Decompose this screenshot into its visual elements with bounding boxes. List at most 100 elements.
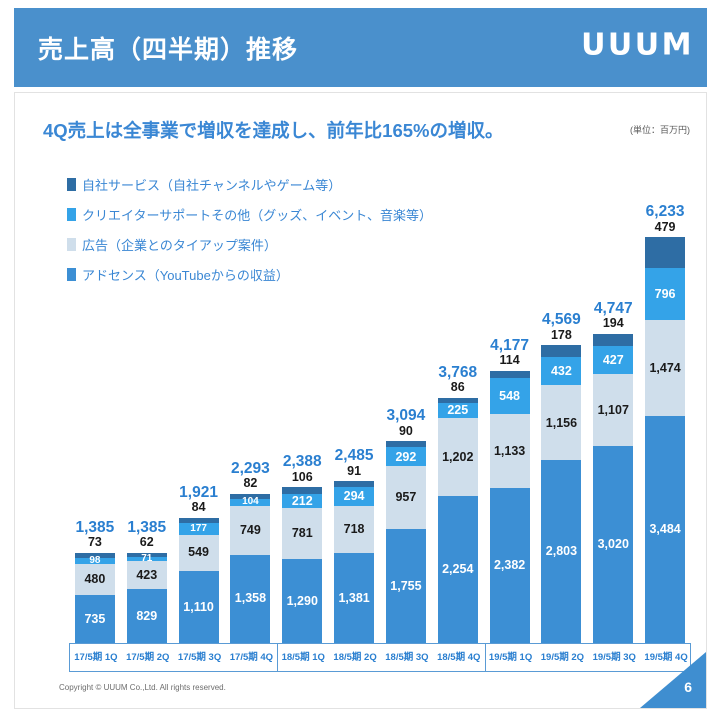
bar-segment[interactable]: 718 bbox=[334, 506, 375, 553]
bar-segment[interactable]: 106 bbox=[282, 471, 323, 495]
bar-segment[interactable]: 549 bbox=[178, 534, 219, 571]
bar-segment-value: 1,290 bbox=[286, 593, 318, 608]
bar-segment-value: 1,156 bbox=[545, 415, 578, 430]
bar-total-label: 2,293 bbox=[231, 459, 270, 477]
bar-segment[interactable]: 91 bbox=[334, 465, 375, 488]
bar-segment[interactable]: 292 bbox=[385, 447, 426, 467]
bar-segment-value: 90 bbox=[398, 423, 413, 438]
legend-item-label: クリエイターサポートその他（グッズ、イベント、音楽等） bbox=[82, 207, 432, 223]
bar-segment-value: 294 bbox=[343, 489, 365, 504]
bar-segment[interactable]: 427 bbox=[593, 346, 634, 375]
bar-segment-value: 479 bbox=[654, 219, 676, 234]
bar-segment[interactable]: 479 bbox=[645, 220, 686, 269]
bar-stack: 178 432 1,156 2,803 bbox=[541, 329, 582, 643]
bar-segment-value: 73 bbox=[87, 535, 102, 550]
bar-segment[interactable]: 548 bbox=[489, 378, 530, 415]
x-axis-tick-label: 17/5期 1Q bbox=[74, 652, 118, 663]
bar-segment[interactable]: 104 bbox=[230, 496, 271, 508]
bar-segment-value: 718 bbox=[343, 522, 365, 537]
x-axis-tick-label: 18/5期 4Q bbox=[437, 652, 481, 663]
legend-item-creator_support: クリエイターサポートその他（グッズ、イベント、音楽等） bbox=[67, 199, 432, 229]
bar-segment[interactable]: 735 bbox=[74, 595, 115, 644]
bar-segment-value: 71 bbox=[141, 553, 153, 565]
bar-segment-value: 1,110 bbox=[183, 599, 214, 614]
bar-segment[interactable]: 84 bbox=[178, 501, 219, 524]
bar-total-label: 3,094 bbox=[386, 407, 426, 425]
bar-segment[interactable]: 1,156 bbox=[541, 385, 582, 461]
bar-segment[interactable]: 212 bbox=[282, 493, 323, 509]
bar-segment[interactable]: 1,755 bbox=[385, 528, 426, 643]
unit-note: (単位：百万円) bbox=[630, 125, 690, 135]
bar-segment[interactable]: 225 bbox=[437, 403, 478, 418]
x-axis-tick-label: 17/5期 2Q bbox=[126, 652, 170, 663]
x-axis-line bbox=[69, 643, 691, 644]
bar-segment[interactable]: 749 bbox=[230, 505, 271, 555]
bar-segment[interactable]: 829 bbox=[126, 588, 167, 643]
bar-stack: 194 427 1,107 3,020 bbox=[593, 317, 634, 644]
x-axis-tick-label: 19/5期 1Q bbox=[488, 652, 533, 663]
bar-segment[interactable]: 796 bbox=[645, 268, 686, 321]
x-axis-tick-label: 17/5期 3Q bbox=[177, 652, 222, 663]
bar-segment[interactable]: 114 bbox=[489, 354, 530, 379]
bar-segment[interactable]: 2,254 bbox=[437, 496, 478, 643]
slide-body: 4Q売上は全事業で増収を達成し、前年比165%の増収。 (単位：百万円) 自社サ… bbox=[14, 92, 707, 709]
bar-segment-value: 1,474 bbox=[649, 360, 681, 375]
bar-segment-value: 84 bbox=[191, 500, 206, 515]
bar-segment-value: 91 bbox=[347, 463, 362, 478]
bar-stack: 86 225 1,202 2,254 bbox=[437, 381, 478, 643]
bar-segment[interactable]: 71 bbox=[126, 553, 167, 565]
bar-segment[interactable]: 957 bbox=[385, 466, 426, 529]
bar-segment-value: 1,202 bbox=[442, 449, 474, 464]
bar-segment-value: 1,133 bbox=[493, 443, 526, 458]
bar-segment[interactable]: 1,381 bbox=[334, 552, 375, 643]
bar-segment[interactable]: 1,474 bbox=[645, 320, 686, 417]
bar-segment[interactable]: 1,110 bbox=[178, 570, 219, 643]
bar-segment-value: 104 bbox=[242, 496, 259, 508]
bar-segment[interactable]: 177 bbox=[178, 523, 219, 535]
bar-segment[interactable]: 82 bbox=[230, 477, 271, 499]
x-axis-fiscal-divider bbox=[277, 644, 279, 672]
bar-segment[interactable]: 1,290 bbox=[282, 559, 323, 643]
bar-segment-value: 225 bbox=[447, 403, 469, 418]
uuum-logo: UUUM bbox=[581, 27, 694, 63]
bar-segment-value: 86 bbox=[450, 380, 465, 395]
legend-item-label: 広告（企業とのタイアップ案件） bbox=[82, 237, 277, 253]
bar-segment[interactable]: 2,803 bbox=[541, 460, 582, 643]
bar-segment[interactable]: 432 bbox=[541, 356, 582, 386]
bar-segment[interactable]: 1,202 bbox=[437, 417, 478, 497]
bar-segment-value: 3,484 bbox=[649, 522, 681, 537]
chart-plot-area: 1,385 73 98 480 735 1,385 62 71 423 829 1,921 84 177… bbox=[69, 203, 691, 644]
x-axis-tick-label: 18/5期 3Q bbox=[385, 652, 429, 663]
bar-segment[interactable]: 3,484 bbox=[645, 416, 686, 643]
bar-segment[interactable]: 3,020 bbox=[593, 446, 634, 644]
bar-segment-value: 292 bbox=[395, 449, 417, 464]
bar-total-label: 2,388 bbox=[282, 453, 322, 471]
bar-segment[interactable]: 423 bbox=[126, 561, 167, 589]
bar-segment[interactable]: 86 bbox=[437, 381, 478, 404]
bar-segment[interactable]: 294 bbox=[334, 487, 375, 507]
legend-item-label: 自社サービス（自社チャンネルやゲーム等） bbox=[82, 177, 342, 193]
bar-segment[interactable]: 194 bbox=[593, 317, 634, 347]
bar-segment[interactable]: 98 bbox=[74, 555, 115, 565]
x-axis-tick-label: 19/5期 2Q bbox=[540, 652, 585, 663]
bar-segment[interactable]: 480 bbox=[74, 563, 115, 596]
bar-segment[interactable]: 2,382 bbox=[489, 487, 530, 643]
bar-segment[interactable]: 1,107 bbox=[593, 374, 634, 447]
bar-segment[interactable]: 1,133 bbox=[489, 414, 530, 488]
bar-segment-value: 423 bbox=[136, 567, 158, 582]
page-number: 6 bbox=[684, 679, 692, 695]
bar-segment[interactable]: 62 bbox=[126, 536, 167, 557]
bar-segment-value: 114 bbox=[499, 353, 520, 368]
bar-segment[interactable]: 178 bbox=[541, 329, 582, 357]
bar-stack: 106 212 781 1,290 bbox=[282, 471, 323, 643]
bar-total-label: 6,233 bbox=[645, 203, 685, 220]
x-axis-tick-label: 18/5期 2Q bbox=[333, 652, 377, 663]
bar-stack: 82 104 749 1,358 bbox=[230, 477, 271, 643]
bar-segment-value: 212 bbox=[291, 493, 313, 508]
bar-segment[interactable]: 1,358 bbox=[230, 554, 271, 643]
bar-segment[interactable]: 73 bbox=[74, 536, 115, 558]
bar-segment[interactable]: 781 bbox=[282, 508, 323, 559]
bar-segment[interactable]: 90 bbox=[385, 425, 426, 448]
bar-segment-value: 1,381 bbox=[338, 590, 370, 605]
bar-segment-value: 3,020 bbox=[597, 537, 629, 552]
